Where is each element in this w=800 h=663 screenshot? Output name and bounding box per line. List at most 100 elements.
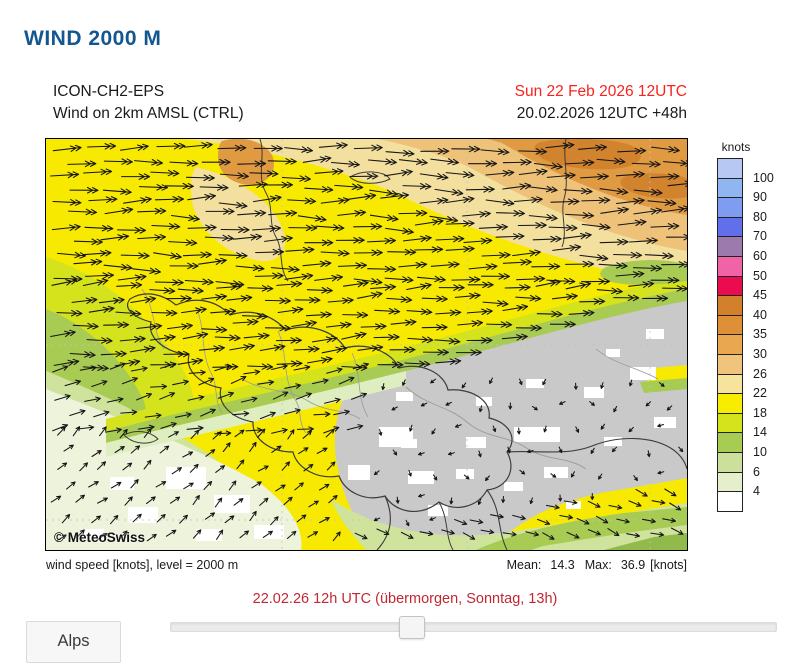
snow-mask-patch [166,467,206,489]
legend-color-box [717,491,743,512]
legend-color-box [717,177,743,199]
time-caption: 22.02.26 12h UTC (übermorgen, Sonntag, 1… [252,591,558,607]
legend-color-box [717,471,743,493]
time-slider-handle[interactable] [399,616,426,639]
map-border-line [376,495,391,550]
map-border-line [405,386,587,470]
max-value: 36.9 [620,558,646,572]
snow-mask-patch [196,529,222,541]
page-title: WIND 2000 M [24,27,162,50]
snow-mask-patch [456,469,474,479]
legend-tick-label: 90 [753,190,767,205]
legend-tick-label: 35 [753,327,767,342]
stats-unit-label: [knots] [650,558,687,572]
wind-arrows [50,141,687,542]
mean-label: Mean: [506,558,542,572]
legend-tick-label: 30 [753,347,767,361]
legend-color-box [717,334,743,355]
snow-mask-patch [128,507,158,523]
legend-unit-label: knots [721,140,751,154]
max-label: Max: [584,558,612,572]
map-region-gray-alps [334,287,687,550]
legend-color-box [717,275,743,297]
snow-mask-patch [110,477,134,490]
legend-color-box [717,412,743,434]
map-border-line [351,352,369,418]
map-region-darkgreen-south-corner [604,533,687,550]
run-time-label: 20.02.2026 12UTC +48h [516,105,687,122]
snow-mask-patch [408,471,434,484]
wind-field-plot [46,139,687,550]
legend-tick-label: 10 [753,445,767,459]
legend-tick-label: 14 [753,425,767,440]
mean-value: 14.3 [550,558,575,572]
legend-tick-label: 80 [753,209,767,224]
snow-mask-patch [401,439,417,448]
legend-color-box [717,373,743,395]
map-border-line [277,330,307,434]
statistics-label: Mean: 14.3 Max: 36.9 [knots] [380,558,687,572]
legend-color-box [717,432,743,453]
map-region-yellowgreen-band [106,277,687,431]
map-region-green-south-streak [476,507,687,550]
snow-mask-patch [606,349,620,357]
snow-mask-patch [396,392,413,401]
map-border-line [506,438,687,470]
map-border-line [595,348,659,380]
region-button-alps[interactable]: Alps [26,621,121,663]
map-border-line [561,139,567,248]
legend-tick-label: 6 [753,464,760,479]
map-border-line [241,378,361,420]
map-border-line [141,288,165,350]
legend-tick-label: 22 [753,386,767,401]
level-description: Wind on 2km AMSL (CTRL) [53,105,244,122]
valid-time-label: Sun 22 Feb 2026 12UTC [514,83,687,100]
legend-color-box [717,451,743,473]
snow-mask-patch [584,387,604,398]
legend-color-box [717,216,743,238]
map-region-dark-orange-ne-2 [620,173,687,199]
legend-tick-label: 100 [753,170,774,185]
snow-mask-patch [504,482,523,491]
time-slider-track[interactable] [170,622,777,632]
wind-map: © MeteoSwiss [45,138,688,551]
legend-tick-label: 18 [753,405,767,420]
legend-color-box [717,295,743,316]
copyright-label: © MeteoSwiss [54,530,145,545]
legend-color-scale [717,158,743,512]
map-border-line [123,431,159,444]
legend-tick-label: 60 [753,249,767,263]
legend-color-box [717,255,743,277]
variable-level-label: wind speed [knots], level = 2000 m [46,558,239,572]
map-region-lightgreen-band [106,371,406,457]
legend-color-box [717,353,743,375]
map-border-line [438,501,454,550]
legend-tick-label: 4 [753,484,760,499]
map-border-line [486,489,508,550]
legend-color-box [717,158,743,179]
snow-mask-patch [654,417,676,428]
snow-mask-patch [544,467,568,478]
legend-tick-label: 45 [753,288,767,303]
model-name: ICON-CH2-EPS [53,83,165,100]
snow-mask-patch [646,329,664,339]
legend-tick-label: 50 [753,268,767,283]
snow-mask-patch [630,367,656,380]
snow-mask-patch [466,437,486,448]
legend-color-box [717,197,743,218]
map-border-line [349,171,391,184]
map-region-dark-orange-ne-1 [534,139,641,170]
legend-tick-label: 70 [753,229,767,244]
legend-tick-label: 26 [753,366,767,381]
snow-mask-patch [214,495,250,513]
legend-color-box [717,314,743,336]
snow-mask-patch [604,437,622,446]
map-border-line [195,306,223,414]
snow-mask-patch [82,529,104,540]
legend-color-box [717,236,743,257]
snow-mask-patch [348,465,370,480]
legend-tick-label: 40 [753,307,767,322]
map-region-lightgreen-south-band [331,499,687,550]
snow-mask-patch [566,501,581,509]
snow-mask-patch [526,379,544,388]
